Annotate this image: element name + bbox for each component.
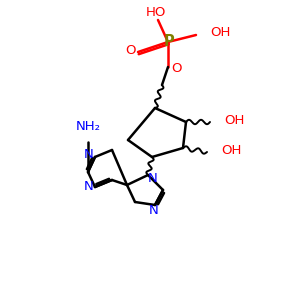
- Text: P: P: [164, 34, 174, 49]
- Text: N: N: [149, 203, 159, 217]
- Text: N: N: [84, 148, 94, 161]
- Text: N: N: [148, 172, 158, 185]
- Text: NH₂: NH₂: [76, 121, 100, 134]
- Text: N: N: [84, 179, 94, 193]
- Text: HO: HO: [146, 5, 166, 19]
- Text: OH: OH: [210, 26, 230, 40]
- Text: O: O: [126, 44, 136, 58]
- Text: OH: OH: [221, 145, 242, 158]
- Text: O: O: [172, 61, 182, 74]
- Text: OH: OH: [224, 115, 244, 128]
